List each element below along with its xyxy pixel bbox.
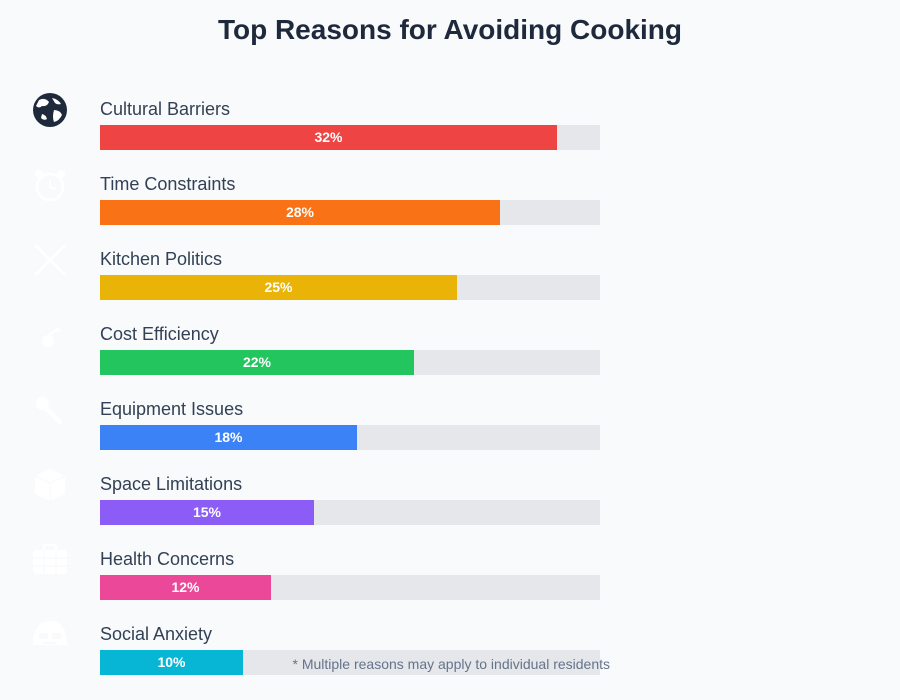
bar-row: Cultural Barriers 32%	[0, 93, 900, 174]
bar-row: Health Concerns 12%	[0, 544, 900, 624]
bar	[100, 275, 457, 300]
bar	[100, 200, 500, 225]
category-label: Cultural Barriers	[100, 99, 231, 119]
category-label: Equipment Issues	[100, 399, 244, 419]
data-label: 22%	[242, 354, 272, 370]
category-label: Time Constraints	[100, 174, 236, 194]
wrench-icon	[30, 390, 70, 430]
crossed-knives-icon	[30, 240, 70, 280]
bar-row: Cost Efficiency 22%	[0, 324, 900, 399]
bar	[100, 650, 243, 675]
category-label: Cost Efficiency	[100, 324, 219, 344]
bar-track: 12%	[100, 575, 600, 600]
bar-row: Kitchen Politics 25%	[0, 243, 900, 324]
box-icon	[30, 465, 70, 505]
data-label: 32%	[314, 129, 343, 145]
category-label: Kitchen Politics	[100, 249, 223, 269]
bar-track: 10%	[100, 650, 600, 675]
data-label: 25%	[264, 279, 293, 295]
bar-track: 25%	[100, 275, 600, 300]
money-bag-icon	[30, 315, 70, 355]
bar	[100, 350, 414, 375]
medical-kit-icon	[30, 540, 70, 580]
bar	[100, 125, 557, 150]
data-label: 10%	[157, 654, 186, 670]
globe-icon	[30, 90, 70, 130]
anxious-face-icon	[30, 615, 70, 655]
bar-track: 22%	[100, 350, 600, 375]
bar-track: 18%	[100, 425, 600, 450]
alarm-clock-icon	[30, 165, 70, 205]
data-label: 12%	[171, 579, 200, 595]
bar-track: 32%	[100, 125, 600, 150]
bar-row: Equipment Issues 18%	[0, 396, 900, 474]
bar-row: Space Limitations 15%	[0, 469, 900, 549]
bar	[100, 575, 271, 600]
category-label: Space Limitations	[100, 474, 243, 494]
bar	[100, 425, 357, 450]
bar-track: 15%	[100, 500, 600, 525]
data-label: 18%	[214, 429, 243, 445]
bar-row: Social Anxiety 10%	[0, 621, 900, 699]
data-label: 28%	[285, 204, 315, 220]
bar-track: 28%	[100, 200, 600, 225]
chart-footnote: * Multiple reasons may apply to individu…	[292, 656, 611, 672]
bar	[100, 500, 314, 525]
chart-title: Top Reasons for Avoiding Cooking	[217, 14, 683, 45]
category-label: Social Anxiety	[100, 624, 213, 644]
data-label: 15%	[192, 504, 222, 520]
category-label: Health Concerns	[100, 549, 235, 569]
bar-row: Time Constraints 28%	[0, 170, 900, 249]
